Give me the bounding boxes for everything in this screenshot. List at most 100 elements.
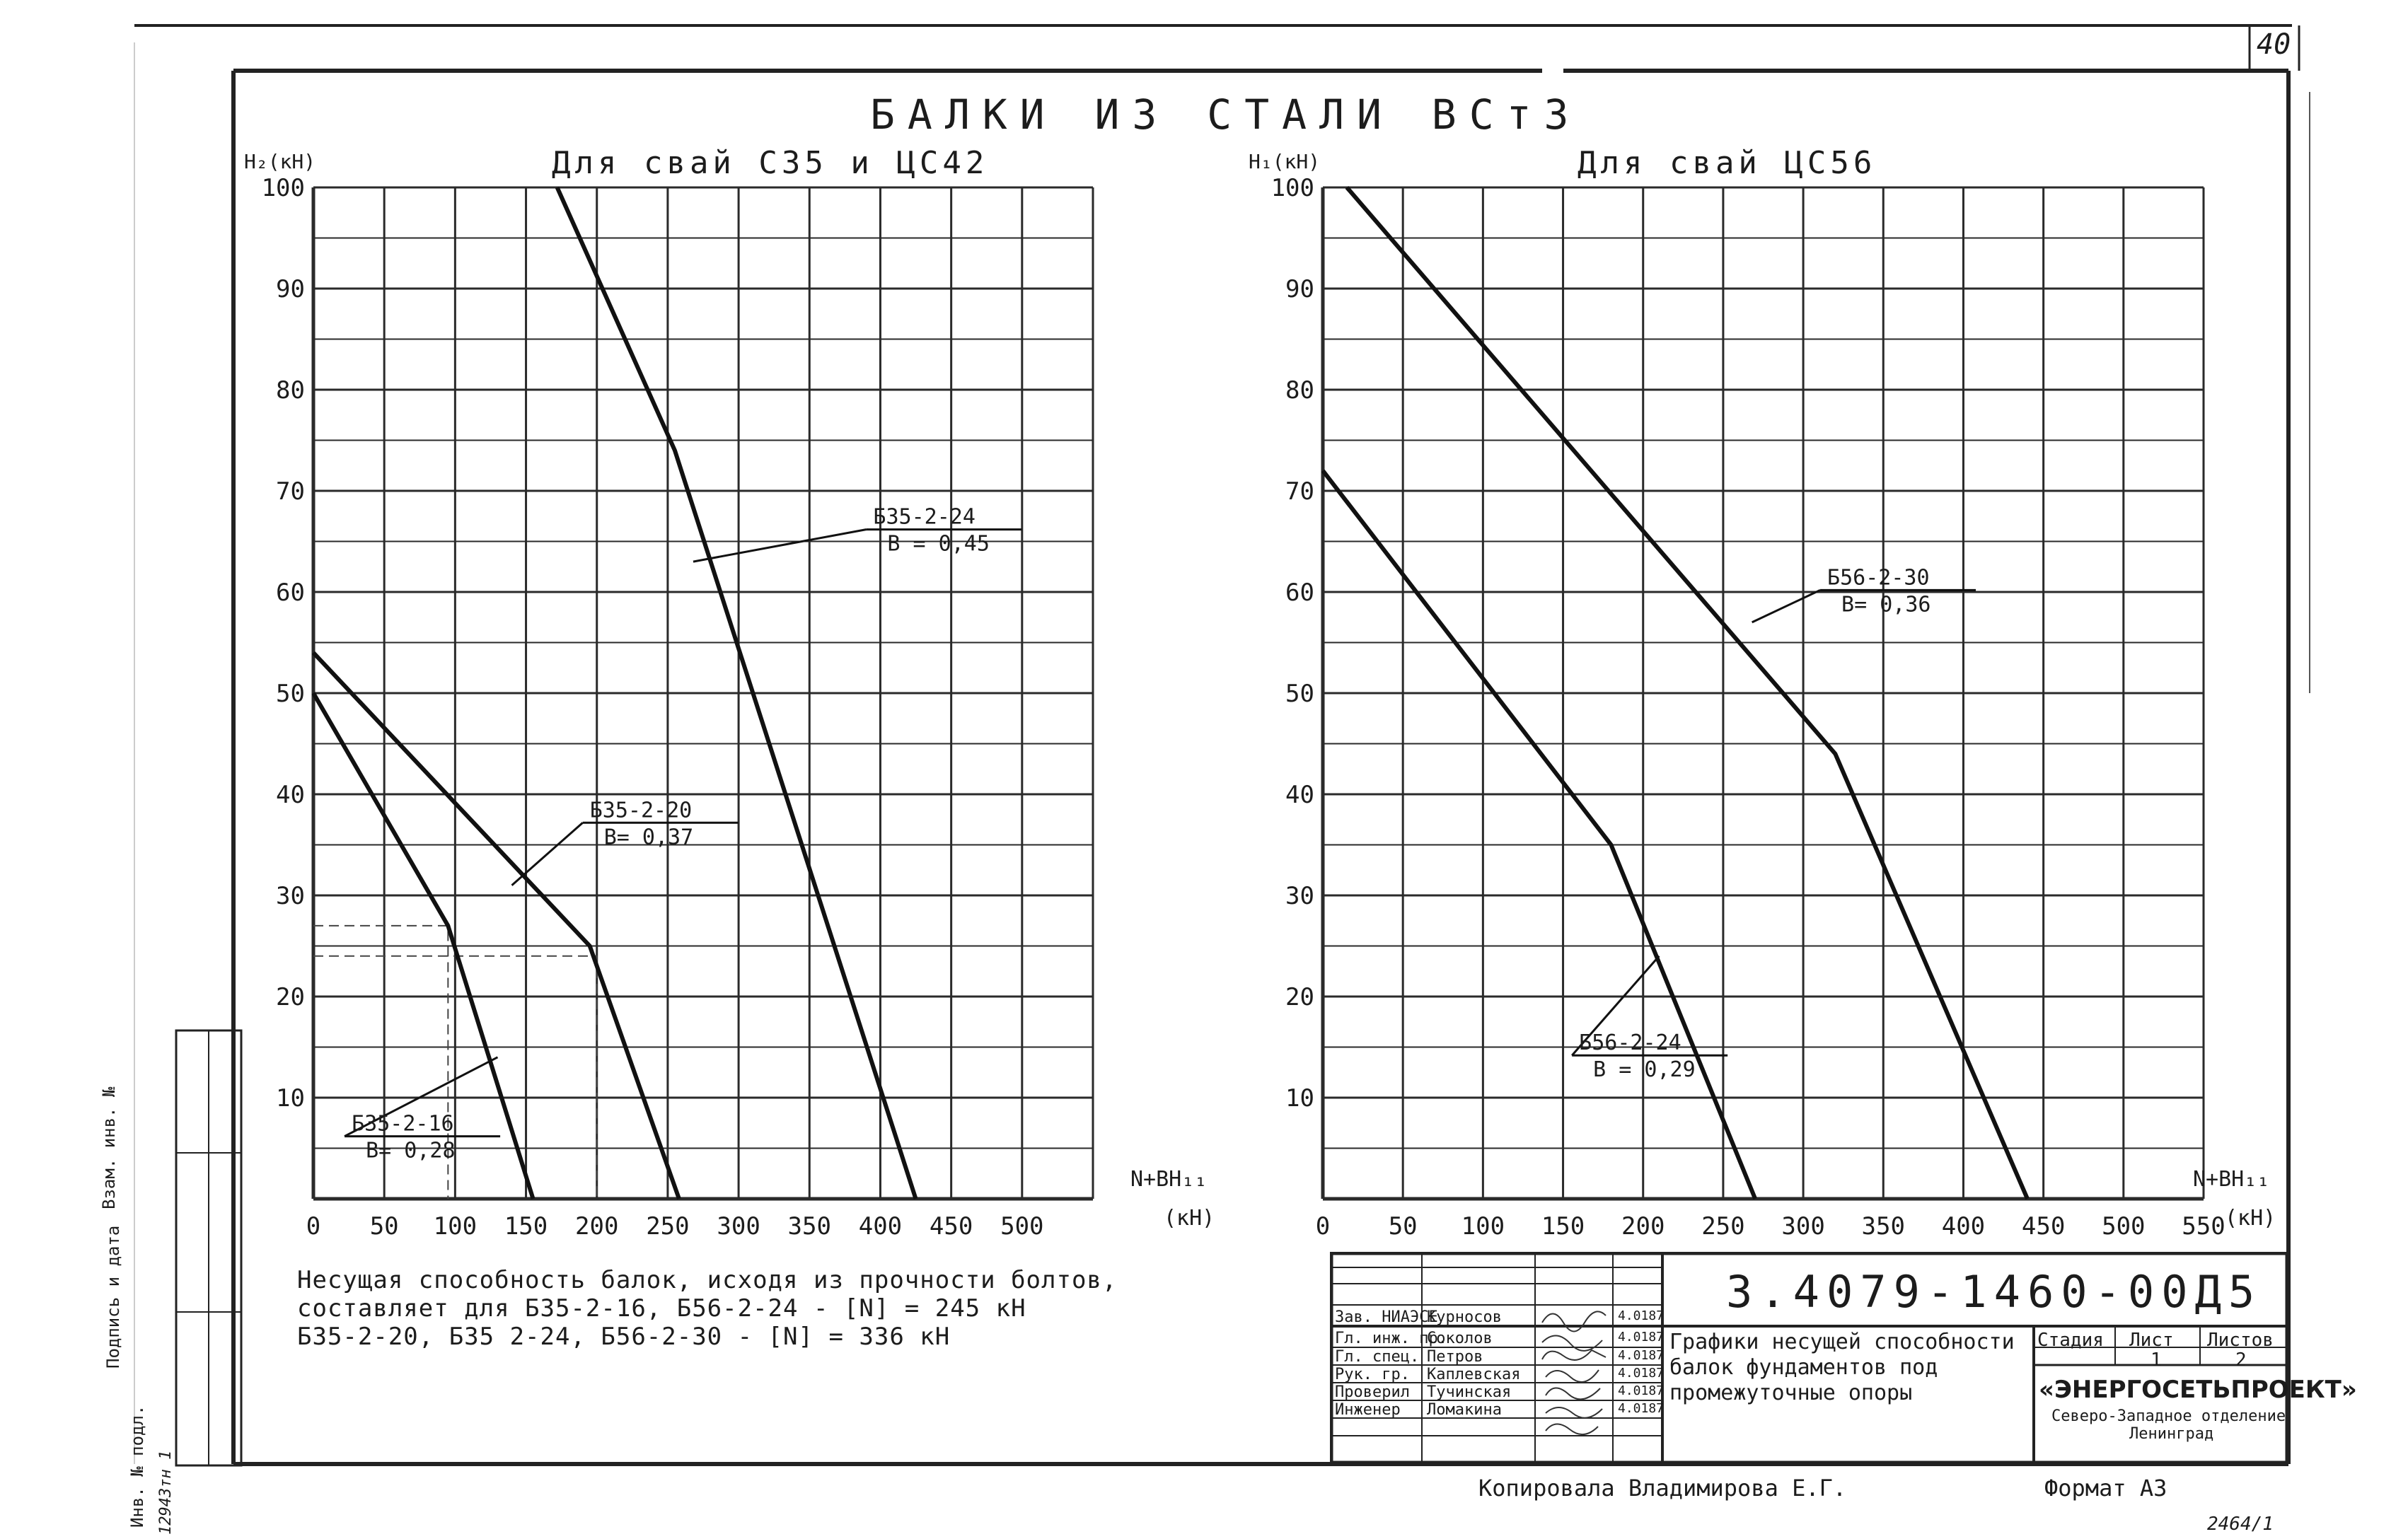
sheets-label: Листов xyxy=(2207,1330,2274,1351)
chart2-x-tick-label: 400 xyxy=(1942,1212,1985,1241)
chart1-title: Для свай С35 и ЦС42 xyxy=(552,145,989,181)
chart2-x-tick-label: 250 xyxy=(1701,1212,1744,1241)
chart2-x-tick-label: 100 xyxy=(1461,1212,1505,1241)
chart1-y-tick-label: 10 xyxy=(276,1084,305,1113)
signatory-name: Тучинская xyxy=(1427,1383,1512,1401)
signatory-date: 4.0187 xyxy=(1618,1330,1665,1345)
chart2-series-name: Б56-2-30 xyxy=(1827,565,1930,590)
chart1-x-tick-label: 250 xyxy=(646,1212,689,1241)
chart1-guide-line xyxy=(313,955,598,1199)
chart1-y-tick-label: 20 xyxy=(276,983,305,1011)
chart1-series-leader xyxy=(511,822,584,886)
chart1-series-line-Б35-2-20 xyxy=(311,651,681,1200)
chart1-x-tick-label: 50 xyxy=(370,1212,399,1241)
chart1-series-name: Б35-2-16 xyxy=(352,1112,453,1137)
chart2-x-unit: (кН) xyxy=(2225,1206,2276,1231)
chart2-y-tick-label: 10 xyxy=(1285,1084,1314,1113)
stage-label: Стадия xyxy=(2037,1330,2104,1351)
chart2-series-leader xyxy=(1752,589,1821,624)
chart1-x-tick-label: 400 xyxy=(859,1212,902,1241)
chart2-y-tick-label: 70 xyxy=(1285,477,1314,506)
chart2-x-tick-label: 150 xyxy=(1541,1212,1585,1241)
caption-line: промежуточные опоры xyxy=(1669,1381,1913,1405)
side-stamp-label-inv: Инв. № подл. xyxy=(127,1405,147,1528)
sheet-value: 1 xyxy=(2151,1349,2162,1371)
organization-name: «ЭНЕРГОСЕТЬПРОЕКТ» xyxy=(2039,1376,2357,1404)
sheet-label: Лист xyxy=(2129,1330,2174,1351)
signatory-row: Гл. инж. пр. Соколов 4.0187 xyxy=(1333,1330,1666,1347)
signatory-name: Ломакина xyxy=(1427,1401,1502,1419)
chart1-x-tick-label: 200 xyxy=(575,1212,618,1241)
chart2-y-tick-label: 90 xyxy=(1285,275,1314,303)
title-block-frame xyxy=(1330,1252,2288,1464)
main-title: БАЛКИ ИЗ СТАЛИ ВСт3 xyxy=(870,91,1582,139)
chart2-x-tick-label: 50 xyxy=(1389,1212,1418,1241)
chart2-x-tick-label: 500 xyxy=(2102,1212,2145,1241)
chart1-y-tick-label: 30 xyxy=(276,882,305,910)
chart1-series-line-Б35-2-16 xyxy=(311,692,536,1200)
chart1-y-tick-label: 60 xyxy=(276,579,305,607)
corner-sheet-number: 40 xyxy=(2257,28,2291,61)
signatory-date: 4.0187 xyxy=(1618,1401,1665,1416)
chart1-x-tick-label: 0 xyxy=(306,1212,320,1241)
chart1-guide-line xyxy=(313,924,449,1199)
chart1-x-tick-label: 150 xyxy=(504,1212,548,1241)
chart2-series-line-Б56-2-30 xyxy=(1345,186,2030,1200)
chart2-y-tick-label: 50 xyxy=(1285,680,1314,708)
signatory-name: Каплевская xyxy=(1427,1366,1521,1383)
chart2-series-leader xyxy=(1571,955,1660,1057)
signatory-date: 4.0187 xyxy=(1618,1383,1665,1398)
chart1-x-axis-label: N+BH₁₁ xyxy=(1130,1167,1208,1192)
signatory-date: 4.0187 xyxy=(1618,1366,1665,1381)
signatory-date: 4.0187 xyxy=(1618,1348,1665,1363)
title-block-caption: Графики несущей способности балок фундам… xyxy=(1669,1330,2015,1406)
chart1-y-tick-label: 100 xyxy=(262,174,305,202)
signatory-role: Инженер xyxy=(1335,1401,1401,1419)
chart1-series-leader xyxy=(693,528,867,563)
chart1-x-tick-label: 500 xyxy=(1000,1212,1043,1241)
chart1-y-tick-label: 80 xyxy=(276,376,305,405)
chart1-y-tick-label: 50 xyxy=(276,680,305,708)
chart1-y-tick-label: 70 xyxy=(276,477,305,506)
chart1-series-name: Б35-2-20 xyxy=(590,798,693,823)
signatory-date: 4.0187 xyxy=(1618,1308,1665,1323)
side-stamp-inv-value: 12943тн 1 xyxy=(157,1450,175,1535)
chart2-x-axis-label: N+BH₁₁ xyxy=(2193,1167,2270,1192)
chart2-y-tick-label: 100 xyxy=(1271,174,1314,202)
chart1-series-name: Б35-2-24 xyxy=(873,505,976,530)
chart2-y-axis-label: H₁(кН) xyxy=(1249,150,1321,173)
bolt-capacity-note: Несущая способность балок, исходя из про… xyxy=(297,1266,1117,1351)
chart2-x-tick-label: 350 xyxy=(1862,1212,1905,1241)
format-note: Формат А3 xyxy=(2044,1475,2167,1502)
archive-number: 2464/1 xyxy=(2207,1514,2274,1535)
chart1-y-axis-label: H₂(кН) xyxy=(244,150,316,173)
chart1-x-tick-label: 450 xyxy=(930,1212,973,1241)
caption-line: балок фундаментов под xyxy=(1669,1355,1938,1380)
organization-branch: Северо-Западное отделение xyxy=(2051,1407,2286,1425)
document-code: 3.4079-1460-00Д5 xyxy=(1726,1266,2262,1318)
chart2-x-tick-label: 300 xyxy=(1781,1212,1824,1241)
side-stamp-label-replace: Взам. инв. № xyxy=(99,1086,119,1209)
chart2-series-coefficient: B = 0,29 xyxy=(1593,1057,1696,1082)
signatory-role: Гл. инж. пр. xyxy=(1335,1330,1447,1347)
chart1-series-line-Б35-2-24 xyxy=(555,186,918,1200)
chart2-x-tick-label: 450 xyxy=(2022,1212,2065,1241)
chart2-x-tick-label: 0 xyxy=(1316,1212,1330,1241)
signatory-name: Соколов xyxy=(1427,1330,1493,1347)
chart2-series-line-Б56-2-24 xyxy=(1321,469,1757,1200)
chart1-x-tick-label: 350 xyxy=(788,1212,831,1241)
chart2-series-coefficient: B= 0,36 xyxy=(1841,592,1931,617)
chart2-y-tick-label: 30 xyxy=(1285,882,1314,910)
sheets-value: 2 xyxy=(2235,1349,2247,1371)
signatory-row: Инженер Ломакина 4.0187 xyxy=(1333,1401,1666,1419)
chart1-x-tick-label: 300 xyxy=(717,1212,760,1241)
chart1-x-tick-label: 100 xyxy=(434,1212,477,1241)
organization-city: Ленинград xyxy=(2129,1425,2214,1443)
note-line: Б35-2-20, Б35 2-24, Б56-2-30 - [N] = 336… xyxy=(297,1323,951,1351)
chart2-grid xyxy=(1321,186,2205,1201)
side-stamp-frame xyxy=(175,1029,243,1467)
chart1-y-tick-label: 40 xyxy=(276,781,305,809)
copied-by-note: Копировала Владимирова Е.Г. xyxy=(1478,1475,1847,1502)
